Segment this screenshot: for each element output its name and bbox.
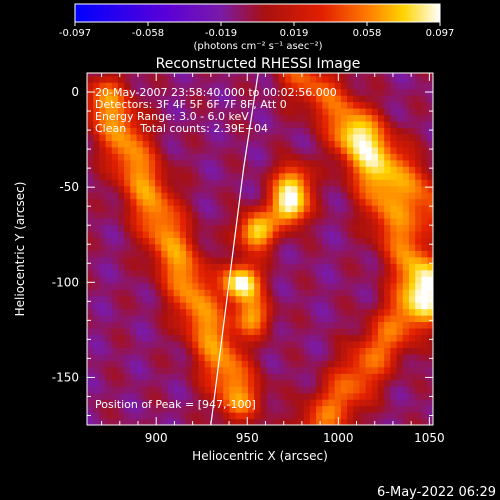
timestamp: 6-May-2022 06:29 <box>377 485 496 500</box>
x-tick-label: 950 <box>236 431 259 445</box>
y-tick-label: -100 <box>52 275 79 289</box>
colorbar <box>74 3 441 23</box>
y-tick-label: 0 <box>71 85 79 99</box>
colorbar-tick-label: 0.019 <box>280 28 309 39</box>
heatmap-image <box>87 73 433 425</box>
colorbar-tick-label: -0.058 <box>132 28 164 39</box>
x-tick-label: 1050 <box>414 431 445 445</box>
annotation-energy: Energy Range: 3.0 - 6.0 keV <box>95 110 249 123</box>
colorbar-tick-label: 0.097 <box>426 28 455 39</box>
x-axis-label: Heliocentric X (arcsec) <box>192 449 328 463</box>
annotation-clean: Clean Total counts: 2.39E+04 <box>95 122 268 135</box>
x-tick-label: 900 <box>145 431 168 445</box>
colorbar-unit-label: (photons cm⁻² s⁻¹ asec⁻²) <box>193 41 322 52</box>
colorbar-ticks: -0.097 -0.058 -0.019 0.019 0.058 0.097 <box>59 22 454 39</box>
x-tick-label: 1000 <box>323 431 354 445</box>
annotation-detectors: Detectors: 3F 4F 5F 6F 7F 8F, Att 0 <box>95 98 287 111</box>
y-axis-label: Heliocentric Y (arcsec) <box>13 182 27 317</box>
axis-ticks: 900 950 1000 1050 0 -50 -100 -150 <box>52 73 445 445</box>
colorbar-tick-label: -0.019 <box>205 28 237 39</box>
chart-title: Reconstructed RHESSI Image <box>156 56 361 72</box>
y-tick-label: -50 <box>59 180 79 194</box>
peak-position-label: Position of Peak = [947,-100] <box>95 398 256 411</box>
plot-frame <box>86 72 434 426</box>
colorbar-tick-label: 0.058 <box>353 28 382 39</box>
y-tick-label: -150 <box>52 370 79 384</box>
colorbar-tick-label: -0.097 <box>59 28 91 39</box>
solar-limb-curve <box>210 73 259 425</box>
annotation-time: 20-May-2007 23:58:40.000 to 00:02:56.000 <box>95 86 337 99</box>
